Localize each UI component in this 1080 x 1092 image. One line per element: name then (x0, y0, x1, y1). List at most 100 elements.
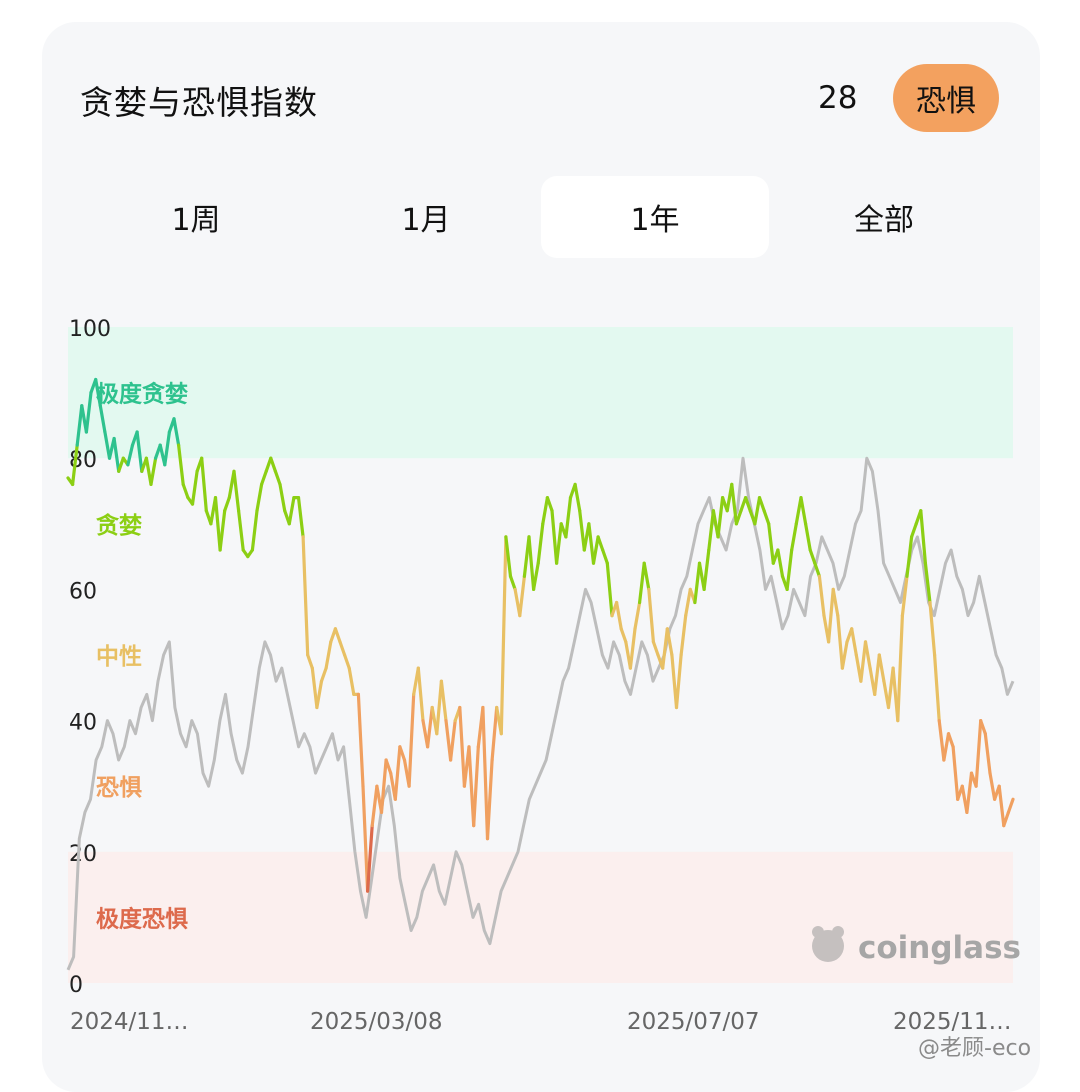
index-series-segment (923, 561, 932, 605)
price-series-line (66, 456, 1015, 971)
index-series-segment (541, 496, 550, 526)
index-series-segment (181, 482, 190, 500)
index-series-segment (831, 587, 840, 618)
index-series-segment (965, 771, 974, 815)
index-series-segment (237, 509, 245, 552)
index-series-segment (481, 705, 490, 841)
index-series-segment (190, 469, 199, 506)
x-tick-label: 2024/11… (70, 1009, 189, 1035)
index-series-segment (619, 627, 628, 644)
index-series-segment (642, 561, 651, 592)
index-series-segment (730, 482, 739, 526)
index-series-segment (343, 653, 351, 670)
index-series-segment (605, 561, 614, 618)
index-series-segment (974, 718, 983, 788)
index-series-segment (310, 666, 319, 710)
index-series-segment (527, 535, 536, 592)
index-series-segment (70, 443, 79, 486)
status-badge: 恐惧 (893, 64, 999, 132)
index-series-segment (826, 587, 835, 644)
index-series-segment (458, 705, 466, 788)
tab-1y[interactable]: 1年 (541, 176, 769, 258)
tab-1m[interactable]: 1月 (401, 203, 451, 238)
index-series-segment (439, 679, 448, 723)
index-series-segment (651, 640, 660, 657)
x-tick-label: 2025/03/08 (310, 1009, 443, 1035)
index-series-segment (84, 391, 93, 434)
zone-label: 恐惧 (96, 774, 142, 801)
index-series-segment (398, 745, 407, 762)
index-series-segment (200, 456, 208, 513)
index-series-segment (836, 613, 845, 670)
index-series-segment (757, 496, 766, 513)
index-series-segment (449, 718, 457, 762)
x-tick-label: 2025/11… (893, 1009, 1012, 1035)
source-watermark: @老顾-eco (918, 1036, 1032, 1061)
index-series-segment (163, 430, 171, 467)
index-series-segment (255, 482, 264, 513)
index-series-segment (269, 456, 277, 473)
index-series-segment (564, 496, 573, 539)
index-series-segment (614, 600, 623, 631)
index-series-segment (799, 496, 808, 526)
index-series-segment (596, 535, 605, 552)
index-series-segment (946, 732, 955, 749)
index-series-segment (384, 758, 393, 775)
index-series-segment (859, 640, 868, 683)
index-series-segment (361, 784, 370, 893)
index-score: 28 (818, 80, 858, 116)
page-title: 贪婪与恐惧指数 (80, 83, 318, 122)
index-series-segment (504, 535, 513, 578)
index-series-segment (979, 718, 987, 736)
index-series-segment (536, 522, 545, 565)
index-series-segment (601, 548, 609, 565)
zone-label: 贪婪 (96, 512, 142, 539)
index-series-segment (273, 469, 282, 486)
tab-all[interactable]: 全部 (854, 203, 914, 238)
zone-label: 中性 (96, 644, 142, 670)
index-series-segment (315, 679, 324, 710)
index-series-segment (135, 430, 144, 473)
index-series-segment (951, 745, 960, 801)
index-series-segment (379, 758, 388, 815)
y-tick-label: 0 (69, 973, 83, 998)
index-series-segment (877, 653, 886, 683)
index-series-segment (734, 509, 743, 526)
index-series-segment (637, 561, 646, 605)
index-series-segment (587, 522, 596, 565)
coinglass-watermark: coinglass (858, 930, 1021, 966)
extreme-fear-zone (68, 851, 1013, 983)
index-series-segment (485, 758, 494, 841)
y-tick-label: 20 (69, 842, 97, 867)
index-series-segment (808, 548, 817, 565)
tab-1w[interactable]: 1周 (171, 203, 221, 238)
zone-label: 极度恐惧 (96, 905, 188, 932)
y-tick-label: 40 (69, 711, 97, 736)
index-series-segment (333, 627, 342, 644)
index-series-segment (531, 561, 540, 592)
index-series-segment (218, 509, 227, 552)
index-series-segment (117, 456, 125, 473)
index-series-segment (942, 732, 951, 762)
index-series-segment (250, 509, 259, 552)
index-series-segment (260, 469, 268, 486)
index-series-segment (508, 574, 517, 592)
x-tick-label: 2025/07/07 (627, 1009, 760, 1035)
index-series-segment (665, 627, 674, 657)
index-series-segment (324, 640, 333, 670)
index-series-segment (767, 522, 775, 565)
index-series-segment (347, 666, 356, 697)
index-series-segment (370, 784, 379, 828)
index-series-segment (817, 574, 826, 618)
index-series-segment (988, 771, 997, 801)
index-series-segment (550, 509, 559, 565)
y-tick-label: 100 (69, 317, 111, 342)
index-series-segment (743, 496, 752, 513)
index-series-segment (112, 436, 121, 473)
coinglass-logo-icon (812, 926, 844, 962)
index-series-segment (126, 443, 135, 467)
index-series-segment (693, 561, 702, 605)
index-series-segment (545, 496, 554, 513)
index-series-segment (518, 574, 527, 618)
index-series-segment (790, 522, 798, 552)
